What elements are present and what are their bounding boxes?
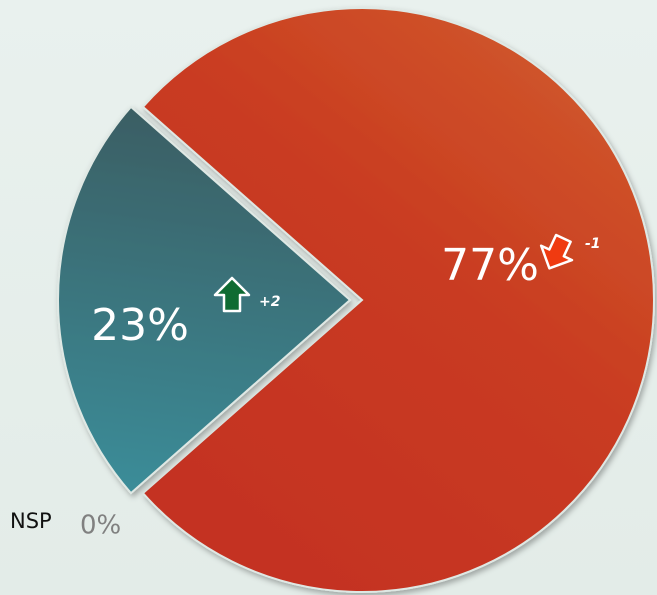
value-label: 77% [441, 240, 539, 291]
pie-slice [141, 7, 656, 593]
pie-slice [57, 105, 352, 495]
change-arrow [539, 233, 574, 270]
value-label: 23% [91, 300, 189, 351]
change-label: -1 [585, 236, 601, 252]
change-arrow [213, 276, 251, 313]
value-label: 0% [80, 511, 121, 541]
category-label: NSP [10, 509, 52, 533]
change-label: +2 [259, 294, 280, 310]
